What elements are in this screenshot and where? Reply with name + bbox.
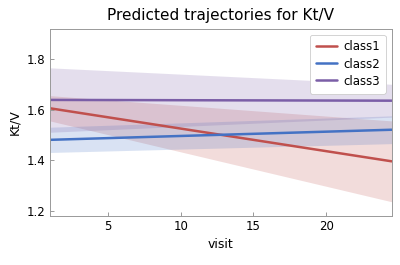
class3 bbox=[257, 99, 262, 102]
class1 bbox=[48, 107, 53, 110]
class3 bbox=[250, 99, 254, 102]
class1 bbox=[251, 138, 256, 142]
class1 bbox=[257, 139, 262, 142]
class1 bbox=[250, 138, 254, 141]
class3 bbox=[389, 99, 394, 102]
class1 bbox=[357, 155, 362, 158]
class3 bbox=[48, 98, 53, 101]
class2 bbox=[357, 129, 362, 132]
Line: class2: class2 bbox=[50, 130, 392, 140]
class3 bbox=[336, 99, 340, 102]
class2 bbox=[48, 138, 53, 142]
class1 bbox=[389, 160, 394, 163]
class3 bbox=[357, 99, 362, 102]
class2 bbox=[251, 132, 256, 135]
X-axis label: visit: visit bbox=[208, 238, 234, 251]
class2 bbox=[48, 138, 52, 142]
class3 bbox=[48, 98, 52, 101]
Line: class3: class3 bbox=[50, 100, 392, 101]
class2 bbox=[389, 128, 394, 131]
class2 bbox=[250, 132, 254, 135]
class1 bbox=[48, 107, 52, 110]
Y-axis label: Kt/V: Kt/V bbox=[8, 109, 21, 135]
class2 bbox=[336, 130, 340, 133]
Legend: class1, class2, class3: class1, class2, class3 bbox=[310, 34, 386, 94]
class1 bbox=[336, 151, 340, 154]
Title: Predicted trajectories for Kt/V: Predicted trajectories for Kt/V bbox=[107, 8, 334, 23]
Line: class1: class1 bbox=[50, 108, 392, 161]
class3 bbox=[251, 99, 256, 102]
class2 bbox=[257, 132, 262, 135]
